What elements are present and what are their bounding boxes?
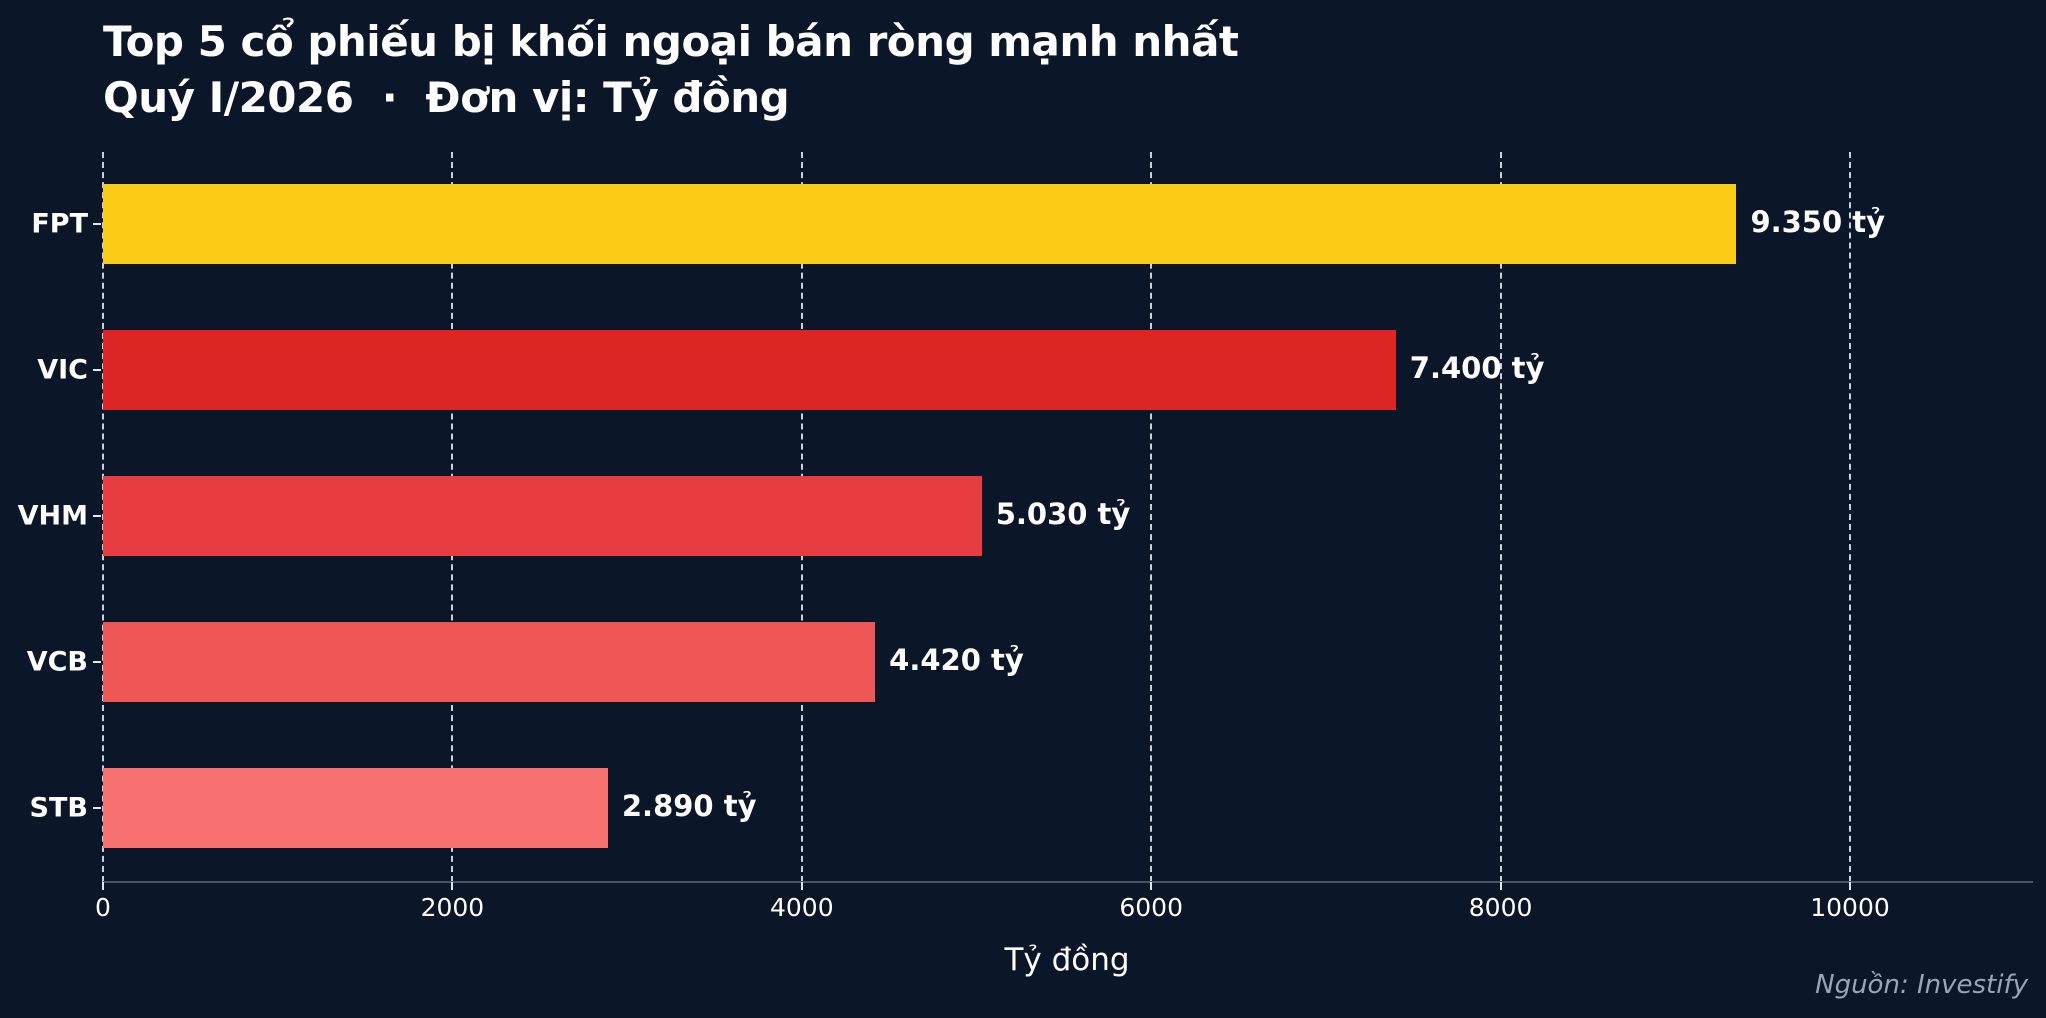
x-axis-line — [103, 881, 2033, 883]
y-tick-label: VHM — [17, 500, 88, 532]
chart-title: Top 5 cổ phiếu bị khối ngoại bán ròng mạ… — [103, 14, 1239, 126]
y-tick — [93, 369, 101, 371]
bar-value-label: 7.400 tỷ — [1409, 351, 1545, 385]
bar-vic — [103, 330, 1396, 410]
bar-vcb — [103, 622, 876, 702]
y-tick — [93, 807, 101, 809]
x-tick — [451, 882, 454, 890]
bar-stb — [103, 768, 608, 848]
bar-value-label: 9.350 tỷ — [1750, 205, 1886, 239]
x-tick-label: 2000 — [420, 893, 485, 922]
y-tick-label: FPT — [31, 208, 88, 240]
gridline — [1499, 152, 1502, 882]
x-tick — [1849, 882, 1851, 890]
x-tick-label: 8000 — [1468, 893, 1533, 922]
gridline — [1150, 152, 1153, 882]
x-tick — [1150, 882, 1153, 890]
source-note: Nguồn: Investify — [1815, 970, 2028, 1000]
x-tick-label: 4000 — [769, 893, 834, 922]
x-tick-label: 0 — [95, 893, 111, 922]
title-line-2: Quý I/2026 · Đơn vị: Tỷ đồng — [103, 73, 790, 122]
bar-fpt — [103, 184, 1737, 264]
y-tick-label: VIC — [37, 354, 88, 386]
bar-vhm — [103, 476, 982, 556]
y-tick-label: STB — [29, 792, 88, 824]
y-tick-label: VCB — [26, 646, 88, 678]
gridline — [1849, 152, 1851, 882]
x-tick — [800, 882, 803, 890]
y-tick — [93, 661, 101, 663]
title-line-1: Top 5 cổ phiếu bị khối ngoại bán ròng mạ… — [103, 17, 1239, 66]
y-tick — [93, 515, 101, 517]
x-tick — [102, 882, 104, 890]
bar-value-label: 2.890 tỷ — [621, 789, 757, 823]
x-axis-label: Tỷ đồng — [1004, 942, 1130, 978]
bar-value-label: 5.030 tỷ — [995, 497, 1131, 531]
x-tick-label: 6000 — [1119, 893, 1183, 922]
y-tick — [93, 223, 101, 225]
x-tick — [1499, 882, 1502, 890]
bar-value-label: 4.420 tỷ — [889, 643, 1024, 677]
x-tick-label: 10000 — [1810, 893, 1890, 922]
